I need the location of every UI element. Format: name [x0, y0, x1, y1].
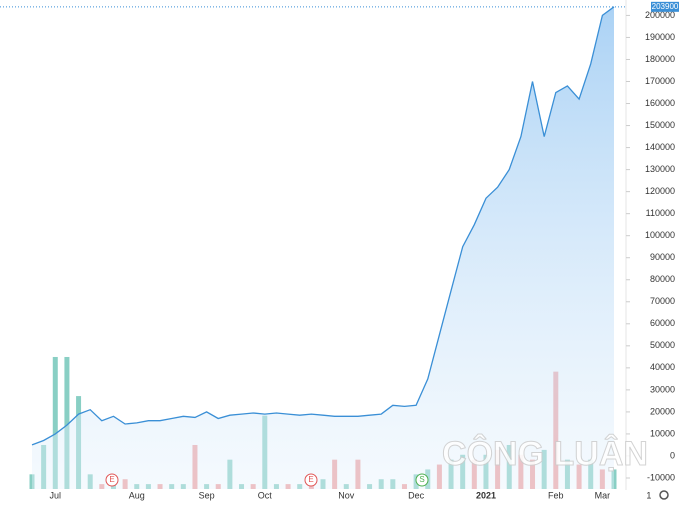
x-tick-label: Aug — [129, 490, 145, 500]
watermark: CÔNG LUẬN — [442, 434, 648, 473]
y-tick-label: -10000 — [647, 472, 675, 482]
x-tick-label: 1 — [646, 490, 651, 500]
x-tick-label: Nov — [338, 490, 355, 500]
event-marker — [304, 473, 318, 487]
y-tick-label: 130000 — [645, 164, 675, 174]
y-tick-label: 170000 — [645, 76, 675, 86]
y-tick-label: 90000 — [650, 252, 675, 262]
area-fill — [32, 6, 614, 490]
last-price-box — [651, 1, 679, 12]
y-tick-label: 200000 — [645, 10, 675, 20]
y-tick-label: 20000 — [650, 406, 675, 416]
event-label: E — [308, 475, 313, 484]
event-label: S — [419, 475, 424, 484]
x-tick-label: Jul — [50, 490, 62, 500]
y-tick-label: 150000 — [645, 120, 675, 130]
x-tick-label: Mar — [595, 490, 611, 500]
event-label: E — [109, 475, 114, 484]
x-tick-label: Dec — [408, 490, 425, 500]
event-marker — [105, 473, 119, 487]
y-tick-label: 70000 — [650, 296, 675, 306]
y-tick-label: 180000 — [645, 54, 675, 64]
y-tick-label: 160000 — [645, 98, 675, 108]
y-tick-label: 120000 — [645, 186, 675, 196]
volume-bar — [64, 356, 70, 489]
x-tick-label: 2021 — [476, 490, 496, 500]
last-price-label: 203900 — [652, 2, 679, 11]
x-tick-label: Feb — [548, 490, 564, 500]
y-tick-label: 140000 — [645, 142, 675, 152]
x-tick-label: Oct — [258, 490, 273, 500]
y-tick-label: 30000 — [650, 384, 675, 394]
x-tick-label: Sep — [199, 490, 215, 500]
y-tick-label: 50000 — [650, 340, 675, 350]
y-tick-label: 10000 — [650, 428, 675, 438]
y-tick-label: 60000 — [650, 318, 675, 328]
y-tick-label: 110000 — [646, 208, 675, 218]
event-marker — [415, 473, 429, 487]
y-tick-label: 190000 — [645, 32, 675, 42]
settings-icon[interactable] — [659, 490, 669, 500]
y-tick-label: 0 — [670, 450, 675, 460]
y-tick-label: 80000 — [650, 274, 675, 284]
volume-bar — [52, 356, 58, 489]
price-line — [31, 6, 615, 446]
y-tick-label: 100000 — [645, 230, 675, 240]
y-tick-label: 40000 — [650, 362, 675, 372]
